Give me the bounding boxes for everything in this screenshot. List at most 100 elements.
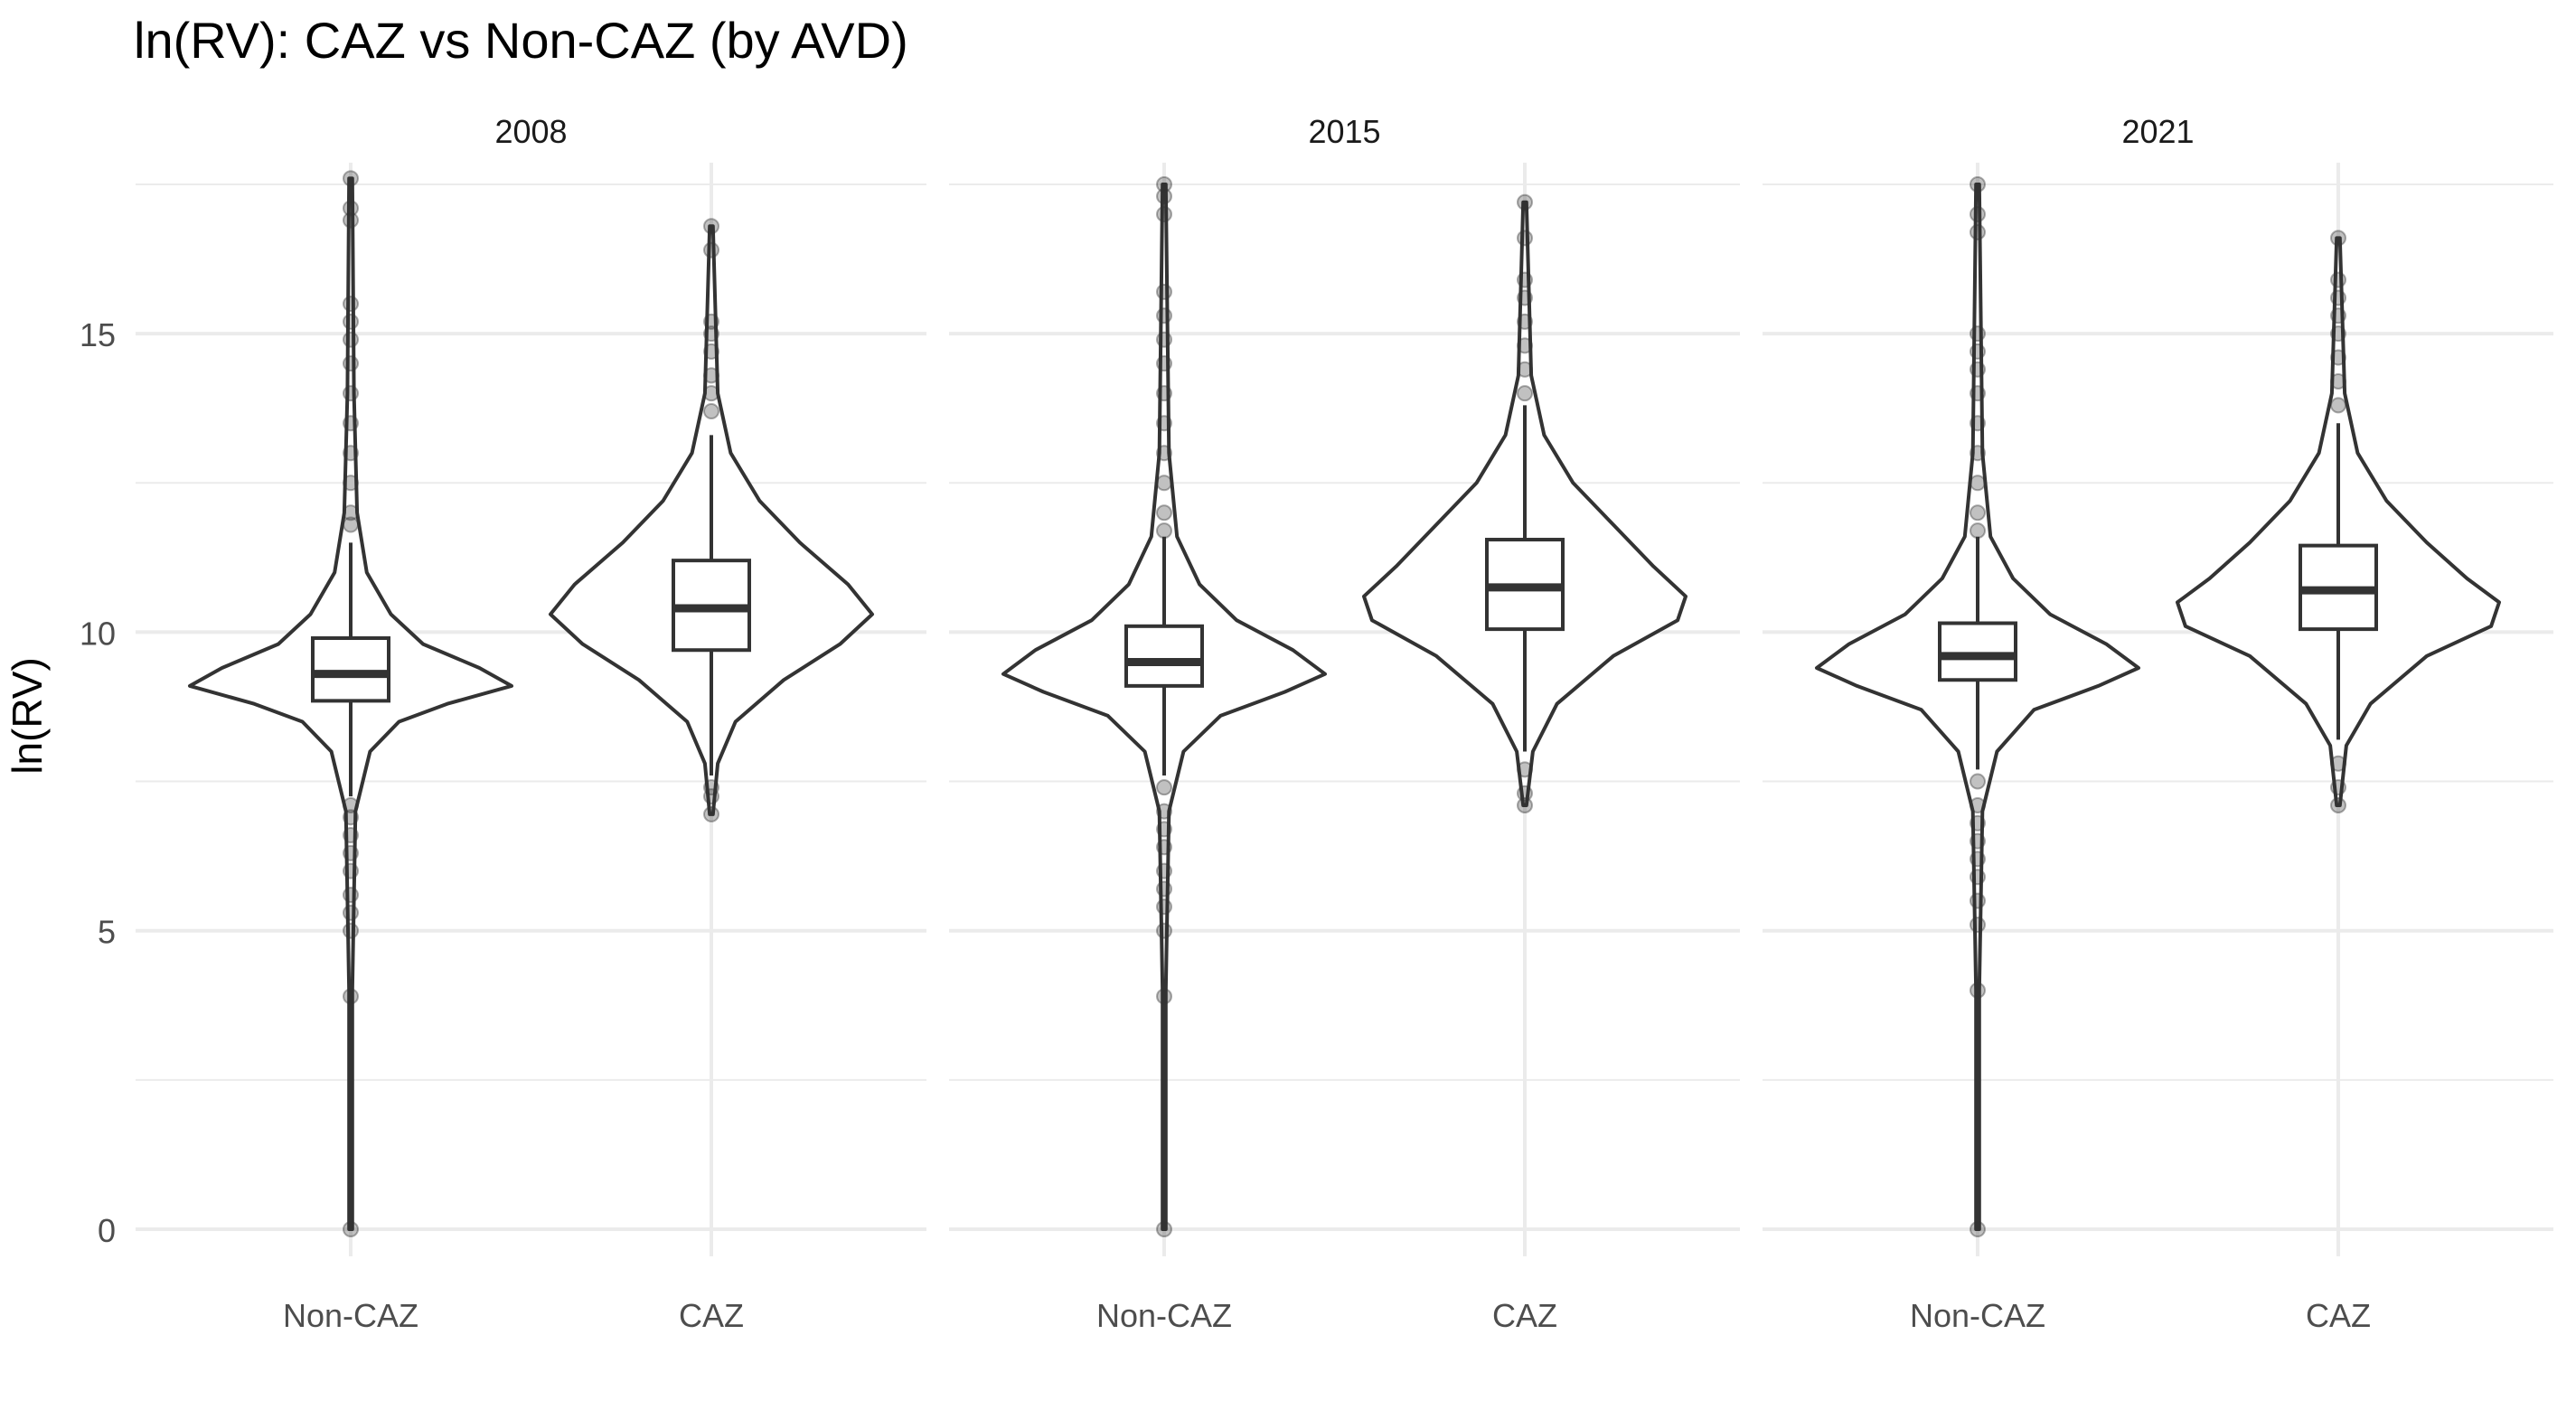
outlier-point	[1517, 796, 1533, 813]
outlier-point	[343, 200, 359, 217]
outlier-point	[703, 313, 719, 330]
outlier-point	[2330, 325, 2346, 343]
outlier-point	[1970, 522, 1986, 540]
outlier-point	[1970, 869, 1986, 886]
outlier-point	[1970, 415, 1986, 432]
outlier-point	[2330, 796, 2346, 813]
outlier-point	[2330, 372, 2346, 390]
outlier-point	[1156, 898, 1172, 916]
outlier-point	[343, 415, 359, 432]
outlier-point	[1970, 475, 1986, 492]
outlier-point	[343, 313, 359, 330]
outlier-point	[1517, 313, 1533, 330]
outlier-point	[1156, 283, 1172, 300]
outlier-point	[1156, 821, 1172, 838]
outlier-point	[703, 343, 719, 360]
outlier-point	[343, 887, 359, 904]
y-tick-label: 5	[98, 914, 116, 951]
outlier-point	[343, 988, 359, 1005]
outlier-point	[343, 296, 359, 313]
outlier-point	[1970, 343, 1986, 360]
x-tick-label: Non-CAZ	[1910, 1297, 2045, 1334]
outlier-point	[1970, 223, 1986, 240]
outlier-point	[343, 385, 359, 402]
outlier-point	[703, 325, 719, 343]
outlier-point	[343, 504, 359, 522]
outlier-point	[703, 779, 719, 796]
y-tick-label: 10	[80, 615, 116, 652]
outlier-point	[1156, 779, 1172, 796]
outlier-point	[1970, 325, 1986, 343]
outlier-point	[1517, 385, 1533, 402]
outlier-point	[1156, 385, 1172, 402]
outlier-point	[1156, 522, 1172, 540]
outlier-point	[1156, 206, 1172, 222]
y-tick-label: 15	[80, 316, 116, 353]
outlier-point	[1970, 796, 1986, 813]
outlier-point	[1156, 415, 1172, 432]
outlier-point	[703, 218, 719, 235]
grid-layer	[136, 163, 2553, 1256]
outlier-point	[1156, 355, 1172, 372]
x-tick-label: CAZ	[679, 1297, 744, 1334]
outlier-point	[343, 445, 359, 462]
outlier-point	[1970, 361, 1986, 378]
outlier-point	[1517, 289, 1533, 306]
marks-layer	[188, 170, 2501, 1237]
outlier-point	[1970, 175, 1986, 193]
outlier-point	[703, 788, 719, 805]
outlier-point	[343, 212, 359, 229]
outlier-point	[1970, 832, 1986, 850]
outlier-point	[2330, 397, 2346, 414]
outlier-point	[343, 844, 359, 861]
outlier-point	[1156, 175, 1172, 193]
outlier-point	[1156, 445, 1172, 462]
box-iqr	[1124, 624, 1204, 688]
outlier-point	[703, 367, 719, 384]
outlier-point	[1156, 880, 1172, 898]
x-tick-label: Non-CAZ	[1096, 1297, 1232, 1334]
outlier-point	[343, 796, 359, 813]
outlier-point	[343, 475, 359, 492]
outlier-point	[1156, 988, 1172, 1005]
outlier-point	[1517, 785, 1533, 802]
outlier-point	[2330, 779, 2346, 796]
outlier-point	[1517, 337, 1533, 354]
outlier-point	[1970, 892, 1986, 909]
outlier-point	[343, 516, 359, 533]
outlier-point	[343, 170, 359, 187]
outlier-point	[2330, 349, 2346, 366]
outlier-point	[1517, 761, 1533, 778]
outlier-point	[1156, 1221, 1172, 1237]
outlier-point	[1156, 839, 1172, 856]
outlier-point	[343, 809, 359, 826]
y-axis-title: ln(RV)	[4, 657, 51, 775]
outlier-point	[1517, 271, 1533, 288]
outlier-point	[1970, 1221, 1986, 1237]
outlier-point	[1970, 814, 1986, 832]
outlier-point	[1156, 188, 1172, 205]
x-tick-label: Non-CAZ	[283, 1297, 418, 1334]
outlier-point	[1156, 862, 1172, 879]
outlier-point	[1970, 206, 1986, 222]
facet-label: 2021	[2121, 113, 2194, 150]
outlier-point	[343, 922, 359, 939]
box-iqr	[311, 636, 390, 703]
outlier-point	[1156, 307, 1172, 324]
outlier-point	[1970, 851, 1986, 868]
outlier-point	[343, 904, 359, 921]
outlier-point	[1156, 922, 1172, 939]
outlier-point	[2330, 755, 2346, 772]
outlier-point	[1517, 361, 1533, 378]
outlier-point	[1970, 504, 1986, 522]
outlier-point	[703, 241, 719, 258]
facet-label: 2008	[494, 113, 567, 150]
facet-label: 2015	[1308, 113, 1380, 150]
outlier-point	[1970, 773, 1986, 790]
outlier-point	[1517, 193, 1533, 211]
outlier-point	[343, 862, 359, 879]
outlier-point	[703, 385, 719, 402]
labels-layer: 0 5 10 15 2008 Non-CAZ CAZ 2015 Non-CAZ CAZ 2021 No…	[80, 113, 2371, 1334]
outlier-point	[2330, 307, 2346, 324]
